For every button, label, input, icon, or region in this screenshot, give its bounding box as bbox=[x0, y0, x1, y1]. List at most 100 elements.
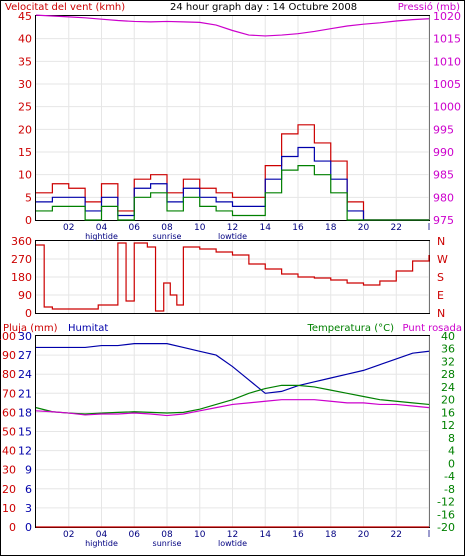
humidity-ytick-90: 90 bbox=[2, 349, 16, 362]
bot-x-tick-18: 18 bbox=[325, 530, 337, 540]
dir-compass-1: W bbox=[437, 253, 448, 266]
temp-ytick--8: -8 bbox=[444, 483, 455, 496]
series-temperatura bbox=[35, 384, 430, 415]
pressure-ytick-980: 980 bbox=[433, 191, 454, 204]
series-m-nima bbox=[36, 165, 429, 221]
wind-speed-label: Velocitat del vent (kmh) bbox=[5, 2, 125, 13]
dewpoint-label: Punt rosada bbox=[403, 323, 462, 334]
wind-ytick-15: 15 bbox=[18, 146, 32, 159]
wind-ytick-35: 35 bbox=[18, 55, 32, 68]
rain-ytick-12: 12 bbox=[18, 445, 32, 458]
temp-ytick--4: -4 bbox=[444, 470, 455, 483]
bot-x-tick-08: 08 bbox=[161, 530, 173, 540]
wind-ytick-30: 30 bbox=[18, 78, 32, 91]
wind-x-event-hightide: hightide bbox=[85, 232, 118, 241]
rain-ytick-9: 9 bbox=[25, 464, 32, 477]
bot-x-event-hightide: hightide bbox=[85, 539, 118, 548]
wind-x-event-lowtide: lowtide bbox=[218, 232, 247, 241]
bot-x-tick-02: 02 bbox=[63, 530, 74, 540]
temp-ytick-16: 16 bbox=[441, 406, 455, 419]
dir-ytick-0: 0 bbox=[25, 307, 32, 320]
bot-x-tick-l: l bbox=[428, 530, 431, 540]
rain-label: Pluja (mm) bbox=[3, 323, 58, 334]
dir-ytick-90: 90 bbox=[18, 289, 32, 302]
wind-x-tick-l: l bbox=[428, 223, 431, 233]
temp-ytick-0: 0 bbox=[448, 457, 455, 470]
pressure-ytick-985: 985 bbox=[433, 169, 454, 182]
wind-x-event-sunrise: sunrise bbox=[153, 232, 182, 241]
dir-ytick-180: 180 bbox=[11, 271, 32, 284]
bot-x-event-sunrise: sunrise bbox=[153, 539, 182, 548]
rain-ytick-15: 15 bbox=[18, 426, 32, 439]
dir-compass-3: E bbox=[437, 289, 444, 302]
bot-x-tick-20: 20 bbox=[358, 530, 370, 540]
temp-ytick-28: 28 bbox=[441, 368, 455, 381]
rain-ytick-0: 0 bbox=[25, 521, 32, 534]
wind-x-tick-06: 06 bbox=[129, 223, 141, 233]
series-punt-rosada bbox=[35, 399, 430, 417]
bot-x-tick-06: 06 bbox=[129, 530, 141, 540]
bot-x-tick-10: 10 bbox=[194, 530, 206, 540]
humidity-ytick-100: 100 bbox=[0, 330, 16, 343]
wind-x-tick-14: 14 bbox=[260, 223, 272, 233]
wind-ytick-0: 0 bbox=[25, 214, 32, 227]
pressure-label: Pressió (mb) bbox=[398, 1, 460, 13]
pressure-ytick-1000: 1000 bbox=[433, 101, 461, 114]
pressure-ytick-975: 975 bbox=[433, 214, 454, 227]
rain-ytick-27: 27 bbox=[18, 349, 32, 362]
bot-x-event-lowtide: lowtide bbox=[218, 539, 247, 548]
wind-x-tick-18: 18 bbox=[325, 223, 337, 233]
wind-x-tick-02: 02 bbox=[63, 223, 74, 233]
temp-ytick-8: 8 bbox=[448, 432, 455, 445]
wind-ytick-45: 45 bbox=[18, 10, 32, 23]
temp-ytick-4: 4 bbox=[448, 445, 455, 458]
temp-ytick--16: -16 bbox=[437, 508, 455, 521]
dir-compass-0: N bbox=[437, 235, 445, 248]
series-humitat bbox=[36, 343, 430, 394]
temp-ytick-36: 36 bbox=[441, 343, 455, 356]
dir-compass-2: S bbox=[437, 271, 444, 284]
pressure-ytick-1005: 1005 bbox=[433, 78, 461, 91]
wind-x-tick-20: 20 bbox=[358, 223, 370, 233]
wind-x-tick-12: 12 bbox=[227, 223, 238, 233]
temp-ytick--12: -12 bbox=[437, 496, 455, 509]
dir-ytick-360: 360 bbox=[11, 235, 32, 248]
wind-ytick-5: 5 bbox=[25, 191, 32, 204]
bot-x-tick-12: 12 bbox=[227, 530, 238, 540]
temp-ytick-24: 24 bbox=[441, 381, 455, 394]
humidity-label: Humitat bbox=[68, 323, 108, 334]
wind-x-tick-22: 22 bbox=[391, 223, 402, 233]
wind-ytick-25: 25 bbox=[18, 101, 32, 114]
humidity-ytick-30: 30 bbox=[2, 464, 16, 477]
dir-compass-4: N bbox=[437, 307, 445, 320]
rain-ytick-18: 18 bbox=[18, 406, 32, 419]
graph-title: 24 hour graph day : 14 Octubre 2008 bbox=[170, 2, 357, 13]
temp-ytick-40: 40 bbox=[441, 330, 455, 343]
pressure-ytick-995: 995 bbox=[433, 123, 454, 136]
chart-marks: 0510152025303540459759809859909951000100… bbox=[0, 10, 461, 548]
bot-x-tick-22: 22 bbox=[391, 530, 402, 540]
wind-ytick-20: 20 bbox=[18, 123, 32, 136]
bot-x-tick-16: 16 bbox=[292, 530, 304, 540]
series-pressi- bbox=[35, 14, 430, 37]
wind-ytick-10: 10 bbox=[18, 169, 32, 182]
humidity-ytick-50: 50 bbox=[2, 426, 16, 439]
humidity-ytick-70: 70 bbox=[2, 387, 16, 400]
temperature-label: Temperatura (°C) bbox=[306, 323, 394, 334]
series-mitja bbox=[36, 146, 429, 221]
humidity-ytick-60: 60 bbox=[2, 406, 16, 419]
humidity-ytick-40: 40 bbox=[2, 445, 16, 458]
rain-ytick-24: 24 bbox=[18, 368, 32, 381]
pressure-ytick-1015: 1015 bbox=[433, 33, 461, 46]
wind-ytick-40: 40 bbox=[18, 33, 32, 46]
humidity-ytick-10: 10 bbox=[2, 502, 16, 515]
bot-x-tick-14: 14 bbox=[260, 530, 272, 540]
pressure-ytick-1010: 1010 bbox=[433, 55, 461, 68]
temp-ytick-20: 20 bbox=[441, 394, 455, 407]
humidity-ytick-20: 20 bbox=[2, 483, 16, 496]
wind-x-tick-10: 10 bbox=[194, 223, 206, 233]
temp-ytick--20: -20 bbox=[437, 521, 455, 534]
rain-ytick-30: 30 bbox=[18, 330, 32, 343]
humidity-ytick-80: 80 bbox=[2, 368, 16, 381]
